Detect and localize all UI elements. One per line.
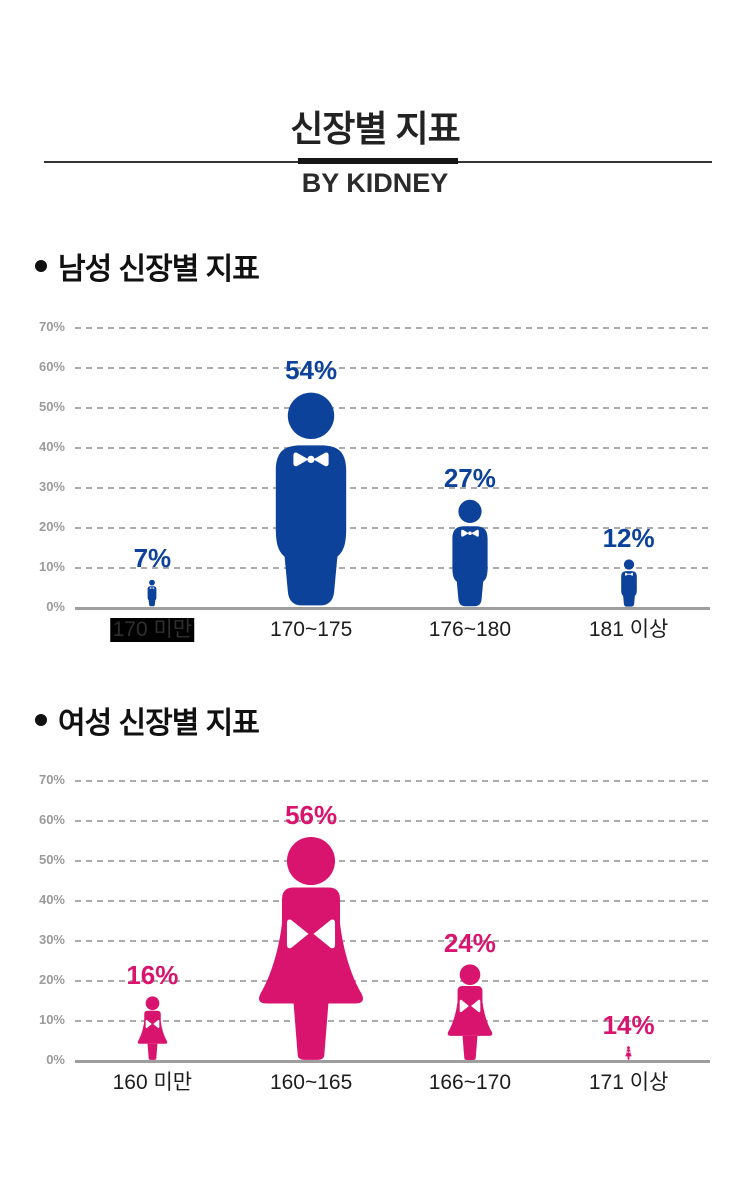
male-figure-icon	[271, 391, 351, 607]
y-axis-tick-label: 40%	[38, 892, 65, 907]
y-axis-tick-label: 10%	[38, 559, 65, 574]
gridline	[75, 487, 710, 489]
y-axis-tick-label: 0%	[46, 599, 65, 614]
y-axis-tick-label: 60%	[38, 359, 65, 374]
gridline	[75, 527, 710, 529]
gridline	[75, 820, 710, 822]
gridline	[75, 940, 710, 942]
category-label: 170~175	[269, 618, 353, 641]
value-label: 7%	[133, 543, 172, 573]
gridline	[75, 900, 710, 902]
y-axis-tick-label: 70%	[38, 319, 65, 334]
value-label: 27%	[443, 463, 496, 493]
male-section-title: 남성 신장별 지표	[58, 253, 260, 286]
gridline	[75, 327, 710, 329]
male-figure-icon	[620, 559, 638, 607]
divider-accent	[298, 158, 458, 164]
female-figure-icon	[445, 964, 495, 1060]
value-label: 54%	[285, 355, 338, 385]
value-label: 14%	[602, 1010, 655, 1040]
value-label: 24%	[443, 928, 496, 958]
category-label: 170 미만	[110, 618, 195, 642]
category-label: 171 이상	[588, 1071, 669, 1094]
y-axis-tick-label: 30%	[38, 479, 65, 494]
category-label: 166~170	[428, 1071, 512, 1094]
y-axis-tick-label: 40%	[38, 439, 65, 454]
male-height-chart: 70% 60% 50% 40% 30% 20% 10% 0% 7% 170 미만 54% 170~17…	[39, 320, 710, 642]
male-figure-icon	[147, 579, 157, 607]
gridline	[75, 1020, 710, 1022]
y-axis-tick-label: 20%	[38, 519, 65, 534]
gridline	[75, 367, 710, 369]
female-section-title: 여성 신장별 지표	[58, 707, 260, 740]
y-axis-tick-label: 50%	[38, 399, 65, 414]
value-label: 16%	[126, 960, 179, 990]
page-subtitle: BY KIDNEY	[301, 168, 449, 198]
gridline	[75, 407, 710, 409]
category-label: 160~165	[269, 1071, 353, 1094]
value-label: 56%	[285, 800, 338, 830]
gridline	[75, 780, 710, 782]
female-height-chart: 70% 60% 50% 40% 30% 20% 10% 0% 16% 160 미만 56% 160~1…	[39, 773, 710, 1094]
page-title: 신장별 지표	[290, 108, 461, 149]
y-axis-tick-label: 60%	[38, 812, 65, 827]
female-figure-icon	[253, 836, 369, 1060]
category-label: 176~180	[428, 618, 512, 641]
gridline	[75, 980, 710, 982]
category-label: 181 이상	[588, 618, 669, 641]
y-axis-tick-label: 70%	[38, 772, 65, 787]
y-axis-tick-label: 20%	[38, 972, 65, 987]
gridline	[75, 447, 710, 449]
y-axis-tick-label: 50%	[38, 852, 65, 867]
female-figure-icon	[625, 1046, 632, 1060]
bullet-icon	[35, 714, 47, 726]
female-section-header: 여성 신장별 지표	[35, 698, 260, 742]
category-label: 160 미만	[112, 1071, 193, 1094]
male-figure-icon	[450, 499, 490, 607]
y-axis-tick-label: 0%	[46, 1052, 65, 1067]
y-axis-tick-label: 30%	[38, 932, 65, 947]
y-axis-tick-label: 10%	[38, 1012, 65, 1027]
bullet-icon	[35, 260, 47, 272]
gridline	[75, 567, 710, 569]
female-figure-icon	[136, 996, 169, 1060]
value-label: 12%	[602, 523, 655, 553]
gridline	[75, 860, 710, 862]
male-section-header: 남성 신장별 지표	[35, 244, 260, 288]
